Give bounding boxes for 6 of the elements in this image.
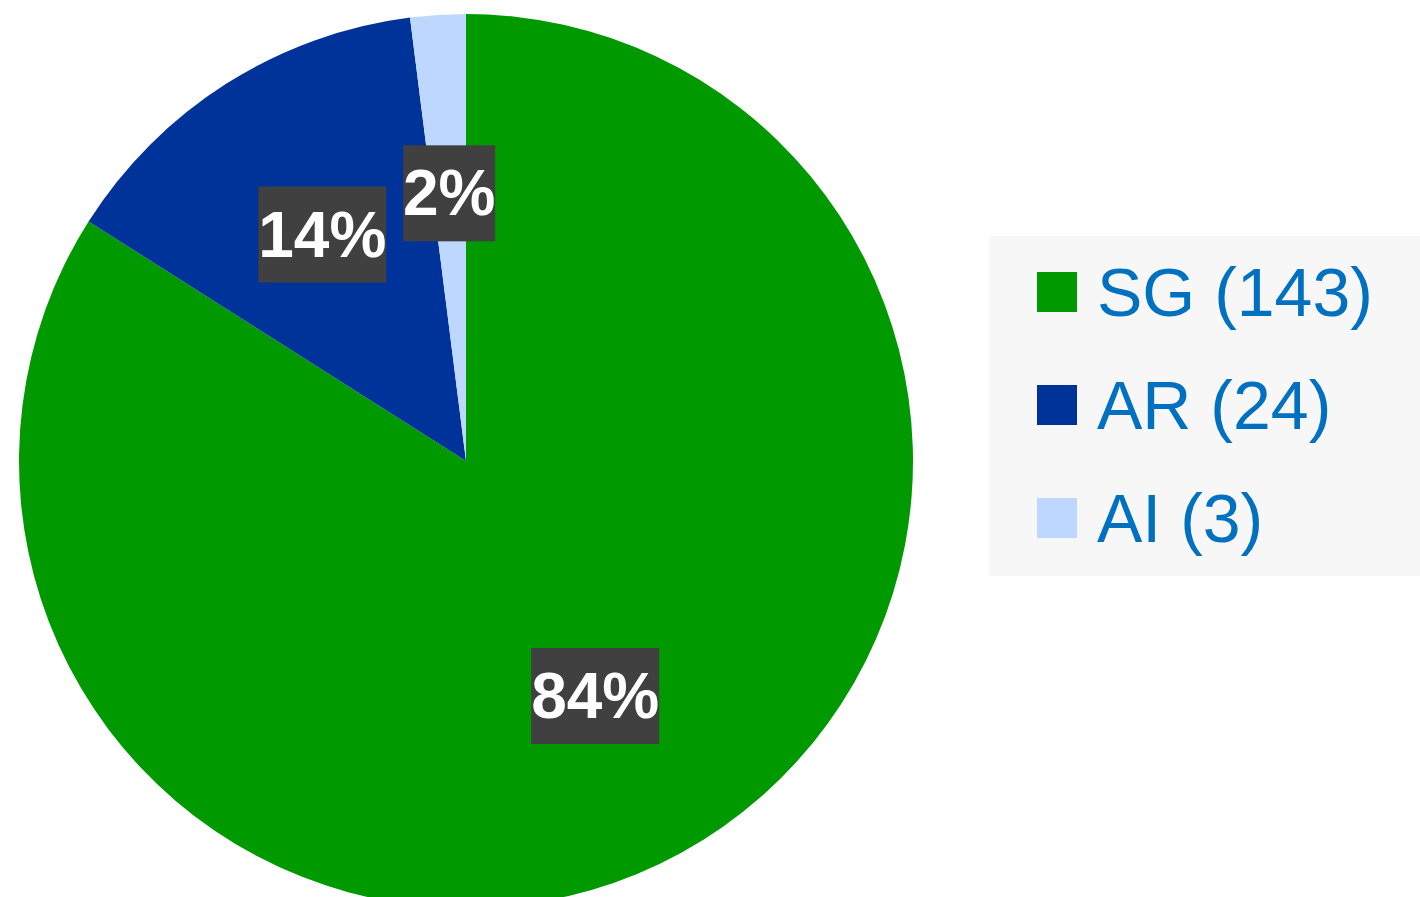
data-label: 84% [531, 660, 660, 733]
data-label: 14% [258, 198, 387, 271]
data-label: 2% [402, 157, 496, 230]
legend-label: SG (143) [1097, 254, 1373, 330]
legend-label: AI (3) [1097, 480, 1264, 556]
legend-label: AR (24) [1097, 367, 1332, 443]
